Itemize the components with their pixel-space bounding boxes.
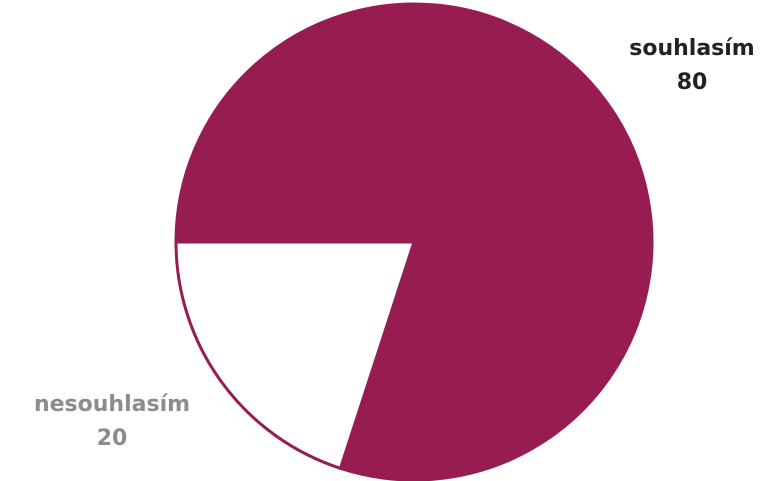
pie-slice-0 xyxy=(174,2,654,481)
slice-name-nesouhlasim: nesouhlasím xyxy=(33,392,191,417)
slice-name-souhlasim: souhlasím xyxy=(629,36,755,61)
slice-label-souhlasim: souhlasím 80 xyxy=(612,32,772,100)
slice-value-nesouhlasim: 20 xyxy=(96,426,128,451)
slice-value-souhlasim: 80 xyxy=(676,70,708,95)
slice-label-nesouhlasim: nesouhlasím 20 xyxy=(12,388,212,456)
pie-slice-1 xyxy=(174,240,416,470)
